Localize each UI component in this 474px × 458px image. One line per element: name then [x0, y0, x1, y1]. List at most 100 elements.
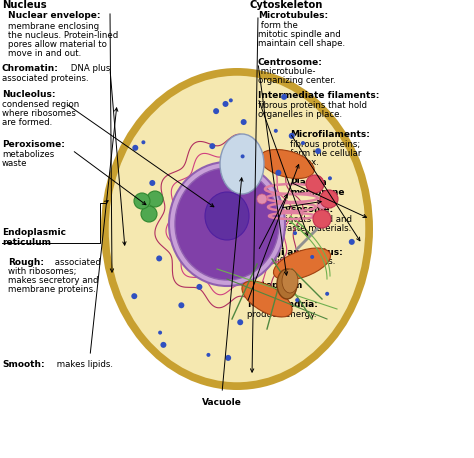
- Ellipse shape: [277, 269, 297, 299]
- Text: form the cellular: form the cellular: [290, 149, 361, 158]
- Text: Plasma: Plasma: [290, 178, 327, 187]
- Ellipse shape: [107, 74, 367, 384]
- Ellipse shape: [220, 134, 264, 194]
- Text: waste: waste: [2, 159, 27, 168]
- Circle shape: [134, 193, 150, 209]
- Circle shape: [225, 355, 231, 361]
- Circle shape: [310, 255, 314, 259]
- Text: fibrous proteins that hold: fibrous proteins that hold: [258, 101, 367, 110]
- Text: mitotic spindle and: mitotic spindle and: [258, 30, 341, 39]
- Text: pores allow material to: pores allow material to: [8, 40, 107, 49]
- Text: digests food and: digests food and: [280, 215, 352, 224]
- Text: condensed region: condensed region: [2, 100, 79, 109]
- Circle shape: [274, 129, 278, 133]
- Text: are formed.: are formed.: [2, 118, 52, 127]
- Circle shape: [241, 119, 246, 125]
- Circle shape: [156, 256, 162, 262]
- Text: fibrous proteins;: fibrous proteins;: [290, 140, 360, 149]
- Text: produce energy.: produce energy.: [247, 310, 317, 319]
- Circle shape: [312, 179, 322, 189]
- Circle shape: [237, 319, 243, 325]
- Circle shape: [149, 180, 155, 186]
- Text: membrane proteins.: membrane proteins.: [8, 285, 96, 294]
- Ellipse shape: [101, 68, 373, 390]
- Text: membrane enclosing: membrane enclosing: [8, 22, 99, 31]
- Text: Endoplasmic: Endoplasmic: [2, 228, 66, 237]
- Text: Microfilaments:: Microfilaments:: [290, 130, 370, 139]
- Circle shape: [210, 143, 215, 149]
- Ellipse shape: [242, 281, 292, 317]
- Circle shape: [132, 145, 138, 151]
- Circle shape: [141, 140, 146, 144]
- Text: microtubule-: microtubule-: [258, 67, 316, 76]
- Circle shape: [241, 154, 245, 158]
- Ellipse shape: [260, 149, 314, 179]
- Text: the nucleus. Protein-lined: the nucleus. Protein-lined: [8, 31, 118, 40]
- Circle shape: [315, 148, 321, 154]
- Text: Rough:: Rough:: [8, 258, 44, 267]
- Text: modifies proteins.: modifies proteins.: [258, 257, 336, 266]
- Circle shape: [313, 210, 331, 228]
- Text: where ribosomes: where ribosomes: [2, 109, 76, 118]
- Text: Intermediate filaments:: Intermediate filaments:: [258, 91, 379, 100]
- Text: Nuclear envelope:: Nuclear envelope:: [8, 11, 100, 20]
- Ellipse shape: [175, 168, 279, 280]
- Text: DNA plus: DNA plus: [68, 64, 110, 73]
- Circle shape: [328, 176, 332, 180]
- Circle shape: [317, 199, 327, 209]
- Text: metabolizes: metabolizes: [2, 150, 54, 159]
- Text: Nucleolus:: Nucleolus:: [2, 90, 55, 99]
- Circle shape: [196, 284, 202, 290]
- Circle shape: [275, 170, 282, 176]
- Text: cortex.: cortex.: [290, 158, 320, 167]
- Circle shape: [178, 302, 184, 308]
- Circle shape: [295, 298, 299, 302]
- Circle shape: [289, 133, 295, 139]
- Circle shape: [147, 191, 163, 207]
- Text: Nucleus: Nucleus: [2, 0, 46, 10]
- Text: reticulum: reticulum: [2, 238, 51, 247]
- Text: organelles in place.: organelles in place.: [258, 110, 342, 119]
- Circle shape: [349, 239, 355, 245]
- Circle shape: [131, 293, 137, 299]
- Text: Vacuole: Vacuole: [202, 398, 242, 407]
- Ellipse shape: [205, 192, 249, 240]
- Circle shape: [306, 175, 324, 193]
- Ellipse shape: [282, 269, 298, 293]
- Text: associated: associated: [52, 258, 101, 267]
- Circle shape: [141, 206, 157, 222]
- Text: makes secretory and: makes secretory and: [8, 276, 99, 285]
- Circle shape: [301, 141, 305, 145]
- Circle shape: [229, 98, 233, 102]
- Text: Peroxisome:: Peroxisome:: [2, 140, 65, 149]
- Text: Golgi apparatus:: Golgi apparatus:: [258, 248, 343, 257]
- Text: Mitochondria:: Mitochondria:: [247, 300, 318, 309]
- Text: Smooth:: Smooth:: [2, 360, 45, 369]
- Circle shape: [281, 94, 287, 100]
- Text: membrane: membrane: [290, 188, 345, 197]
- Ellipse shape: [169, 162, 285, 286]
- Text: Cytoplasm: Cytoplasm: [250, 281, 303, 290]
- Circle shape: [213, 108, 219, 114]
- Text: form the: form the: [258, 21, 298, 30]
- Circle shape: [293, 231, 297, 235]
- Circle shape: [206, 353, 210, 357]
- Text: Cytoskeleton: Cytoskeleton: [250, 0, 323, 10]
- Text: organizing center.: organizing center.: [258, 76, 336, 85]
- Circle shape: [257, 194, 267, 204]
- Text: makes lipids.: makes lipids.: [54, 360, 113, 369]
- Text: Chromatin:: Chromatin:: [2, 64, 59, 73]
- Text: Microtubules:: Microtubules:: [258, 11, 328, 20]
- Text: move in and out.: move in and out.: [8, 49, 81, 58]
- Text: maintain cell shape.: maintain cell shape.: [258, 39, 345, 48]
- Circle shape: [158, 331, 162, 335]
- Ellipse shape: [273, 248, 330, 280]
- Circle shape: [160, 342, 166, 348]
- Text: with ribosomes;: with ribosomes;: [8, 267, 76, 276]
- Circle shape: [320, 190, 338, 208]
- Circle shape: [325, 292, 329, 296]
- Text: waste materials.: waste materials.: [280, 224, 351, 233]
- Text: associated proteins.: associated proteins.: [2, 74, 89, 83]
- Text: Centrosome:: Centrosome:: [258, 58, 323, 67]
- Circle shape: [222, 101, 228, 107]
